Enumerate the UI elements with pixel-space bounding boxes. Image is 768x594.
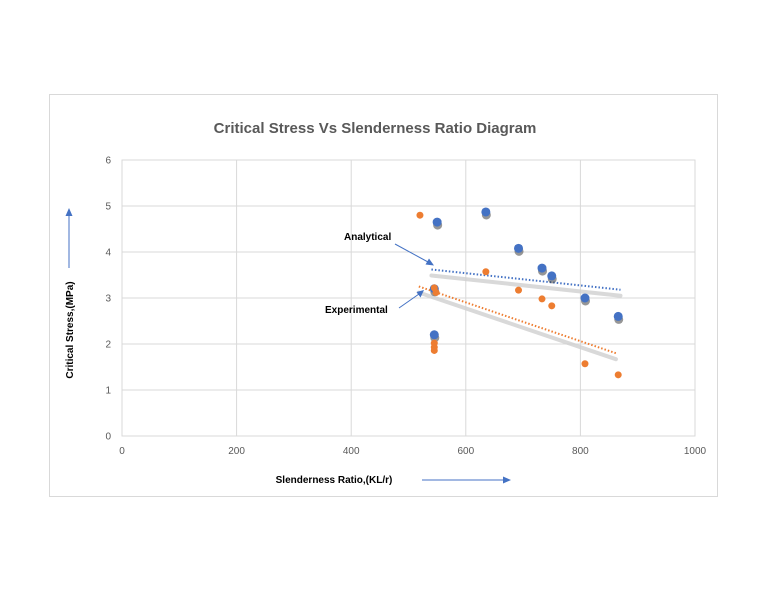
y-tick-label: 6	[105, 156, 111, 167]
point-experimental	[515, 286, 523, 294]
x-tick-label: 800	[572, 446, 589, 457]
point-analytical	[547, 271, 557, 281]
point-analytical	[580, 293, 590, 303]
x-axis-label: Slenderness Ratio,(KL/r)	[276, 475, 393, 486]
trendlines	[416, 268, 623, 362]
point-experimental	[614, 371, 622, 379]
annotation-experimental: Experimental	[325, 305, 388, 316]
x-tick-label: 1000	[684, 446, 707, 457]
grid	[121, 159, 696, 437]
point-analytical	[432, 217, 442, 227]
y-tick-label: 2	[105, 340, 111, 351]
y-tick-label: 3	[105, 294, 111, 305]
y-tick-label: 4	[105, 248, 111, 259]
point-experimental	[538, 295, 546, 303]
point-experimental	[430, 346, 438, 354]
point-experimental	[416, 211, 424, 219]
x-tick-label: 400	[343, 446, 360, 457]
y-direction-arrow-icon	[65, 208, 73, 268]
x-direction-arrow-icon	[422, 476, 511, 484]
y-axis-label: Critical Stress,(MPa)	[65, 281, 76, 378]
point-experimental	[548, 302, 556, 310]
point-analytical	[429, 330, 439, 340]
y-tick-label: 5	[105, 202, 111, 213]
point-experimental	[581, 360, 589, 368]
point-analytical	[514, 243, 524, 253]
chart-title: Critical Stress Vs Slenderness Ratio Dia…	[214, 120, 537, 137]
y-tick-label: 1	[105, 386, 111, 397]
data-points	[416, 207, 624, 379]
annotation-analytical-arrow-icon	[394, 243, 434, 266]
x-tick-label: 200	[228, 446, 245, 457]
point-analytical	[481, 207, 491, 217]
annotation-experimental-arrow-icon	[398, 290, 424, 309]
x-tick-label: 600	[457, 446, 474, 457]
annotation-analytical: Analytical	[344, 232, 391, 243]
point-experimental	[432, 288, 440, 296]
point-analytical	[537, 263, 547, 273]
point-experimental	[482, 268, 490, 276]
y-tick-label: 0	[105, 432, 111, 443]
x-tick-label: 0	[119, 446, 125, 457]
tick-labels: 0 1 2 3 4 5 6 0 200 400 600 800 1000	[105, 156, 706, 458]
trendline-shadow-experimental	[416, 290, 618, 362]
trendline-shadow-analytical	[429, 273, 623, 298]
trendline-analytical	[431, 268, 621, 291]
point-analytical	[613, 311, 623, 321]
